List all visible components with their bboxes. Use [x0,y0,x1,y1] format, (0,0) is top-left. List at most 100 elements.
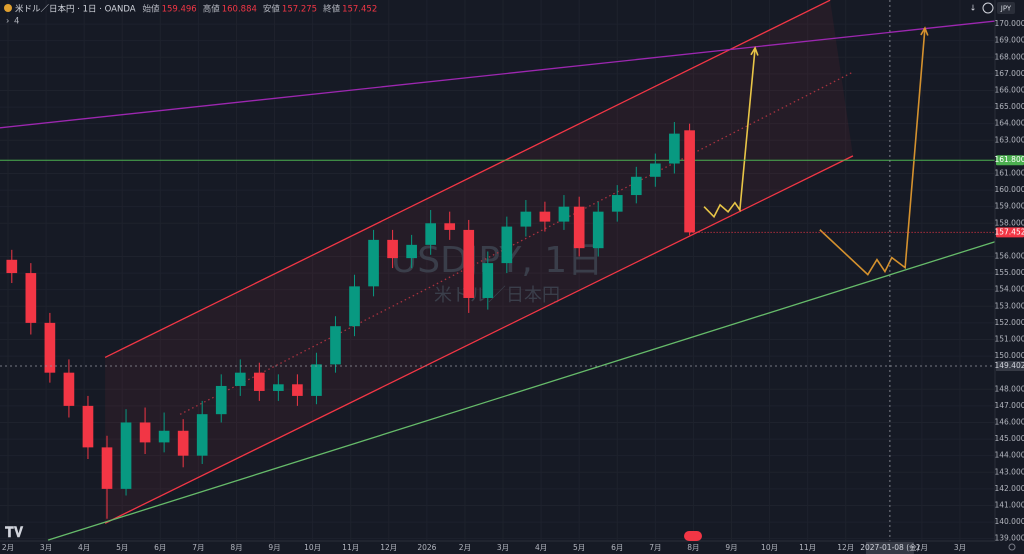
x-tick-label: 9月 [268,543,280,552]
candle-body [684,130,695,233]
currency[interactable]: JPY [1000,5,1012,13]
x-tick-label: 2026 [417,543,436,552]
event-marker[interactable] [684,531,702,541]
settings-icon[interactable] [1008,543,1016,551]
x-tick-label: 12月 [837,543,854,552]
arrow-path [819,27,926,276]
x-tick-label: 5月 [116,543,128,552]
y-tick-label: 168.000 [994,52,1024,61]
x-tick-label: 4月 [535,543,547,552]
candle-body [558,206,570,222]
y-tick-label: 165.000 [994,102,1024,111]
candle-body [573,206,585,249]
ohlc-label: 高値 [203,4,221,15]
candle-body [387,239,398,259]
candle-body [482,263,494,298]
candle-body [630,176,642,196]
candle-body [311,364,322,396]
y-tick-label: 140.000 [994,517,1024,526]
indicator-count-value[interactable]: 4 [14,17,19,27]
crosshair-y-box [996,361,1024,372]
price-tag-label: 161.800 [994,155,1024,164]
candle-body [292,384,303,396]
candle-body [82,405,94,448]
candle-body [425,223,437,245]
trend-line [104,0,831,358]
y-tick-label: 159.000 [994,202,1024,211]
x-tick-label: 7月 [649,543,661,552]
y-tick-label: 154.000 [994,285,1024,294]
y-tick-label: 158.000 [994,218,1024,227]
candle-body [120,422,132,489]
y-tick-label: 151.000 [994,334,1024,343]
x-tick-label: 3月 [497,543,509,552]
candle-body [25,273,37,323]
candle-body [158,430,170,443]
y-tick-label: 141.000 [994,500,1024,509]
crosshair-x-label: 2027-01-08 (金) [860,542,919,552]
candles [6,122,695,519]
x-tick-label: 2月 [916,543,928,552]
y-tick-label: 161.000 [994,168,1024,177]
currency-box[interactable] [997,2,1015,14]
y-tick-label: 156.000 [994,251,1024,260]
y-tick-label: 153.000 [994,301,1024,310]
y-tick-label: 146.000 [994,417,1024,426]
x-tick-label: 8月 [230,543,242,552]
candle-body [273,384,284,391]
y-tick-label: 170.000 [994,19,1024,28]
candle-body [139,422,151,443]
trend-line [104,155,854,524]
watermark-title: USDJPY, 1日 [391,240,603,281]
candle-body [444,223,456,230]
ohlc-label: 始値 [143,4,161,15]
crosshair [0,0,995,541]
x-tick-label: 2月 [2,543,14,552]
y-tick-label: 143.000 [994,467,1024,476]
y-tick-label: 145.000 [994,434,1024,443]
x-tick-label: 11月 [342,543,359,552]
y-tick-label: 164.000 [994,119,1024,128]
x-tick-label: 8月 [687,543,699,552]
candle-body [63,372,75,406]
x-tick-label: 3月 [954,543,966,552]
candle-body [406,244,417,259]
x-tick-label: 4月 [78,543,90,552]
crosshair-y-label: 149.402 [994,361,1024,370]
candle-body [520,211,532,227]
symbol[interactable]: 米ドル／日本円 · 1日 · OANDA [15,4,136,15]
x-tick-label: 11月 [799,543,816,552]
candle-body [501,226,513,264]
scale-icon[interactable]: ↓ [970,4,977,13]
y-tick-label: 152.000 [994,318,1024,327]
y-tick-label: 139.000 [994,534,1024,543]
arrow-path [703,47,756,219]
ohlc: 始値 159.496 高値 160.884 安値 157.275 終値 157.452 [143,4,378,15]
y-tick-label: 166.000 [994,85,1024,94]
symbol-icon [4,4,12,12]
indicator-count[interactable]: › [6,17,9,27]
arrow-head [750,46,759,56]
crosshair-x-box [865,542,914,554]
axes: 139.000 140.000 141.000 142.000 143.000 144.0… [2,19,1024,554]
price-tag [996,155,1024,166]
price-tag-label: 157.452 [994,227,1024,236]
x-tick-label: 2月 [459,543,471,552]
ohlc-value: 157.452 [342,5,377,15]
y-tick-label: 150.000 [994,351,1024,360]
y-tick-label: 155.000 [994,268,1024,277]
ohlc-value: 160.884 [222,5,257,15]
x-tick-label: 9月 [725,543,737,552]
y-tick-label: 163.000 [994,135,1024,144]
x-tick-label: 6月 [611,543,623,552]
candle-body [368,239,379,287]
candle-body [463,229,475,298]
clock-icon[interactable] [982,2,994,14]
logo: 𝐓𝐕 [5,525,24,541]
y-tick-label: 142.000 [994,484,1024,493]
candle-body [196,414,208,456]
